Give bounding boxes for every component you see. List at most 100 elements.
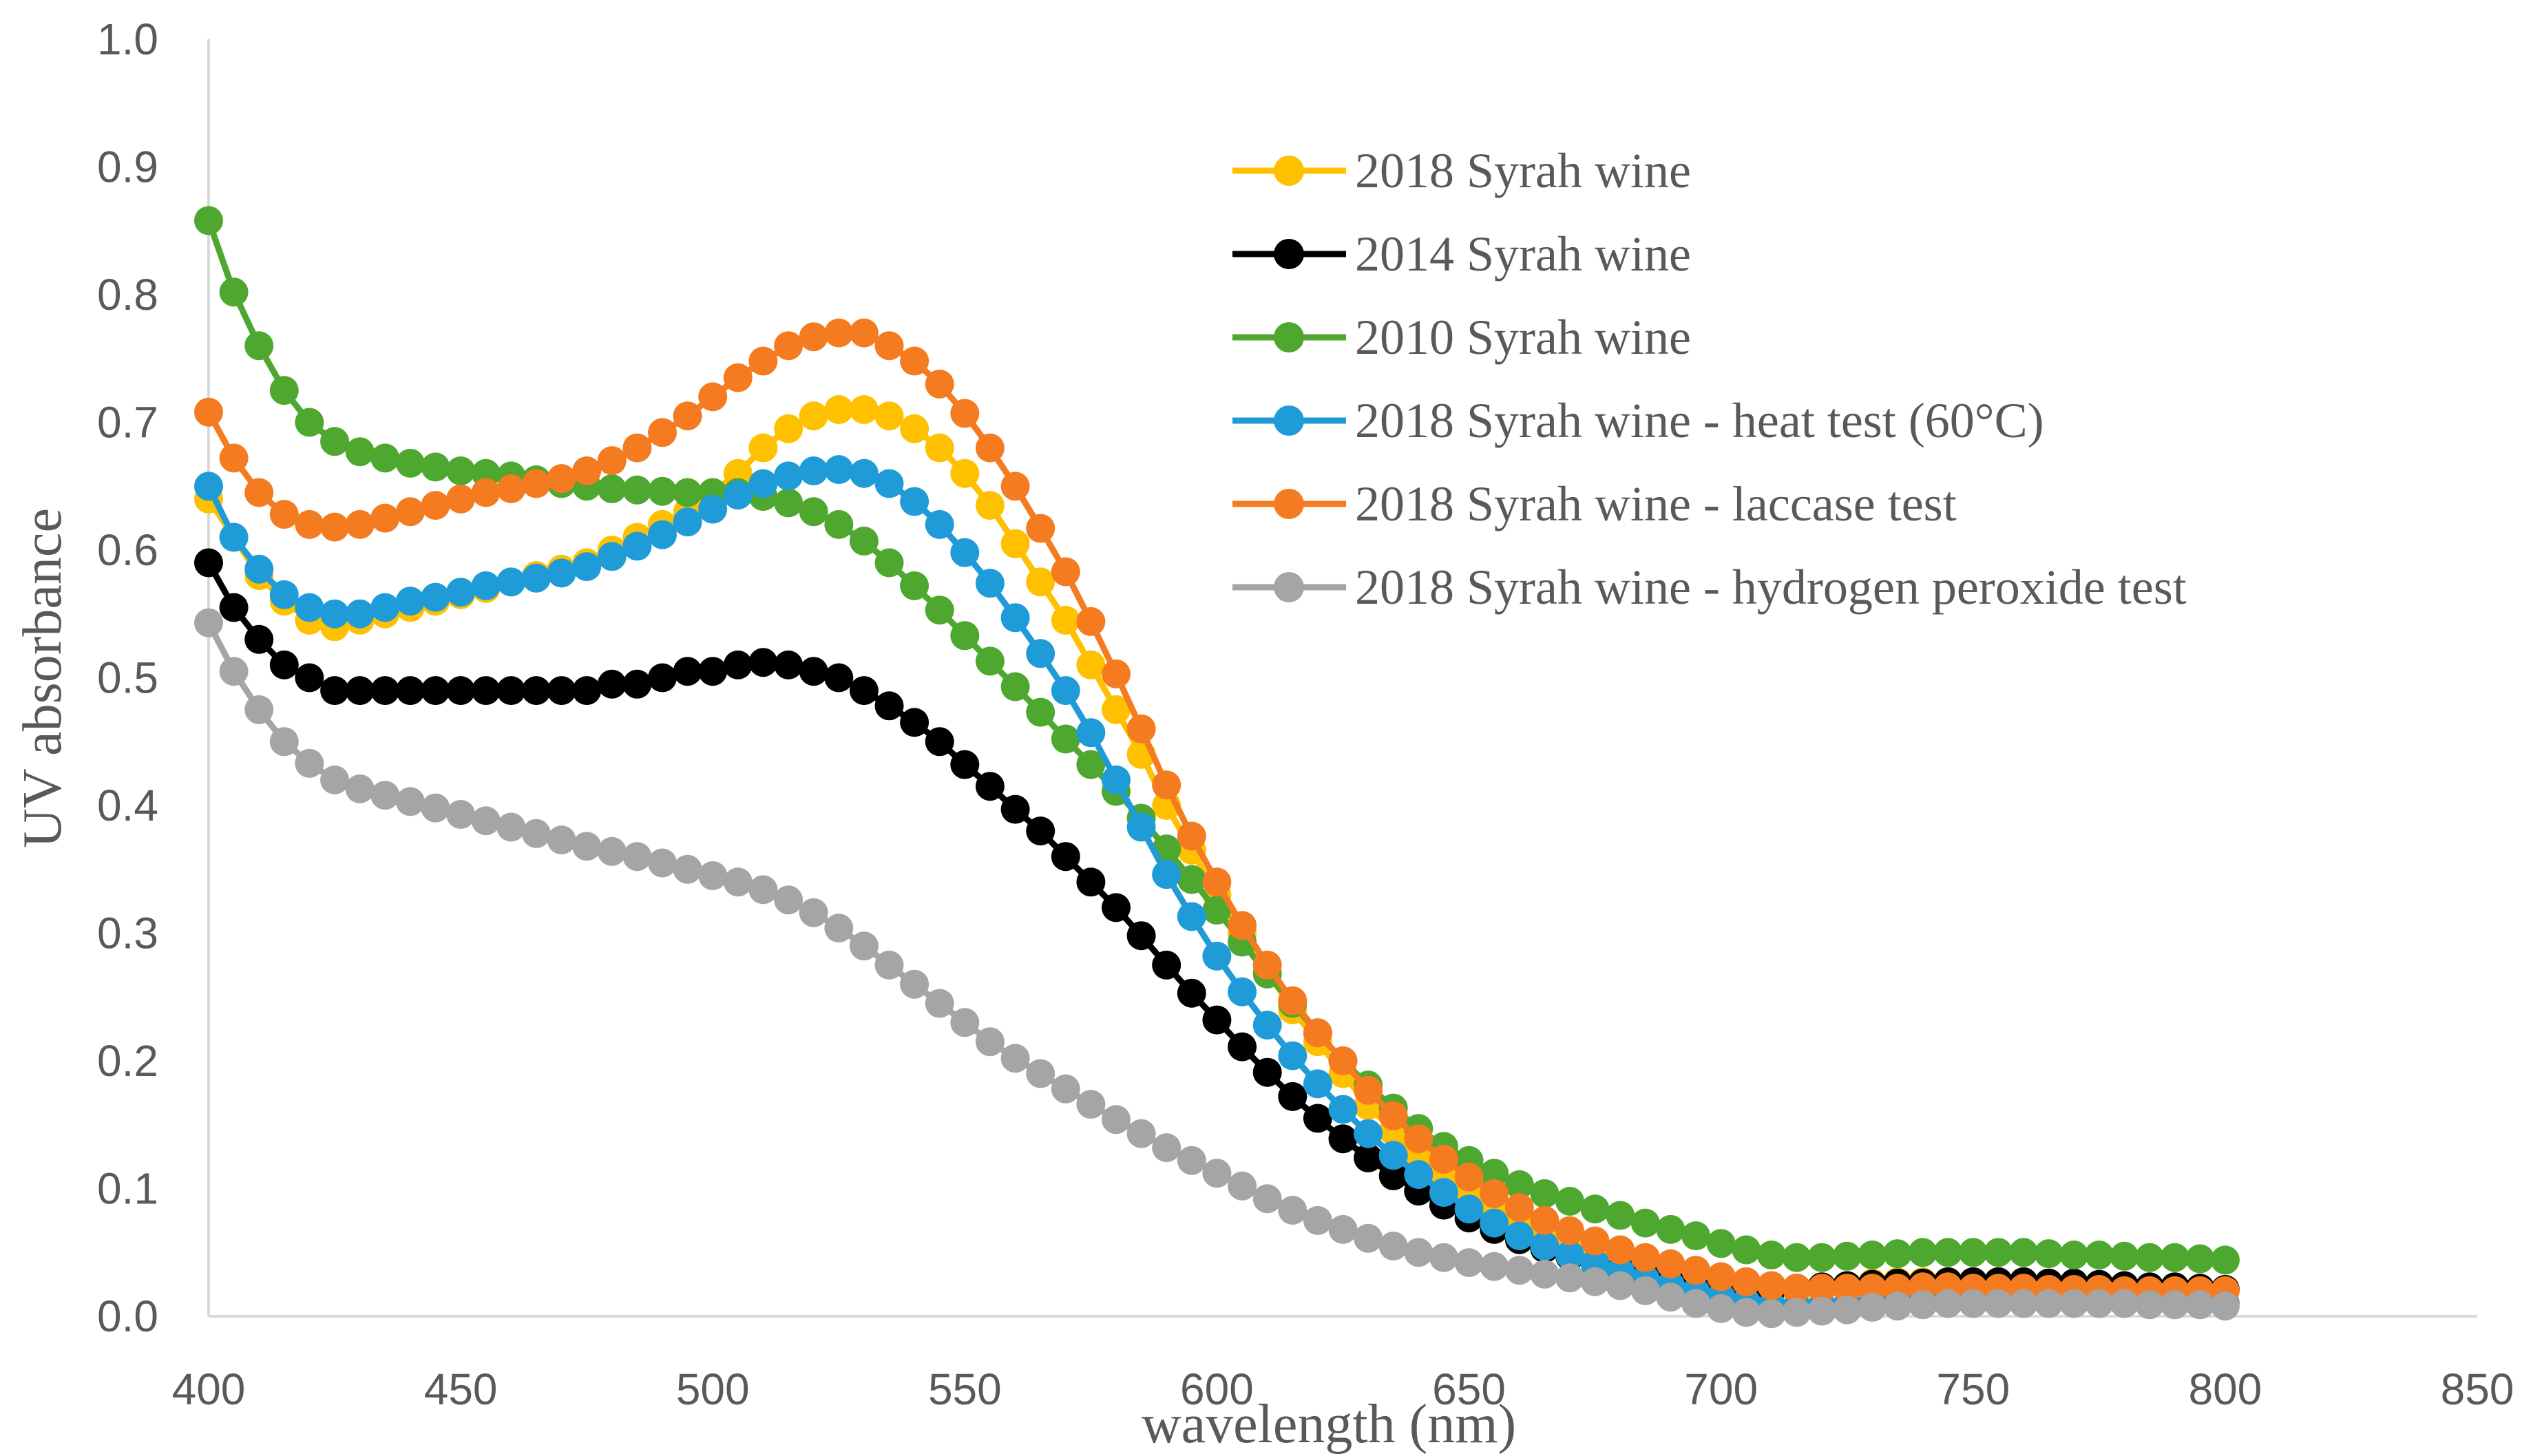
- data-point: [1354, 1143, 1383, 1172]
- data-point: [1303, 1205, 1332, 1235]
- data-point: [496, 812, 526, 842]
- data-point: [1378, 1141, 1408, 1170]
- data-point: [269, 500, 299, 529]
- data-point: [244, 478, 274, 507]
- data-point: [1000, 1044, 1030, 1073]
- data-point: [1328, 1095, 1358, 1124]
- data-point: [975, 646, 1005, 676]
- data-point: [194, 397, 223, 427]
- data-point: [1480, 1208, 1509, 1238]
- data-point: [2160, 1290, 2189, 1320]
- data-point: [1202, 867, 1232, 897]
- data-point: [1782, 1298, 1811, 1327]
- data-point: [1732, 1267, 1761, 1296]
- data-point: [370, 781, 400, 810]
- data-point: [849, 395, 879, 424]
- data-point: [320, 676, 350, 706]
- data-point: [1026, 514, 1055, 543]
- data-point: [1378, 1101, 1408, 1130]
- data-point: [572, 456, 602, 485]
- data-point: [1832, 1274, 1862, 1303]
- y-tick-label: 0.7: [97, 398, 158, 447]
- data-point: [2135, 1243, 2165, 1272]
- data-point: [521, 469, 551, 498]
- data-point: [1202, 1005, 1232, 1035]
- data-point: [2084, 1289, 2114, 1318]
- y-tick-label: 0.6: [97, 525, 158, 575]
- data-point: [269, 727, 299, 757]
- data-point: [269, 580, 299, 609]
- data-point: [950, 538, 980, 567]
- data-point: [1000, 529, 1030, 558]
- data-point: [219, 443, 249, 473]
- y-tick-label: 0.5: [97, 653, 158, 703]
- data-point: [1782, 1274, 1811, 1303]
- data-point: [295, 748, 324, 778]
- data-point: [648, 418, 677, 447]
- data-point: [1076, 867, 1106, 897]
- data-point: [1958, 1289, 1988, 1318]
- data-point: [1832, 1241, 1862, 1271]
- data-point: [1681, 1221, 1711, 1251]
- data-point: [1278, 1082, 1307, 1111]
- data-point: [2110, 1289, 2139, 1318]
- data-point: [1051, 842, 1080, 872]
- data-point: [975, 1027, 1005, 1057]
- data-point: [295, 408, 324, 437]
- data-point: [849, 318, 879, 348]
- data-point: [1303, 1104, 1332, 1133]
- data-point: [1026, 1059, 1055, 1088]
- data-point: [748, 346, 778, 376]
- data-point: [521, 563, 551, 593]
- data-point: [849, 458, 879, 488]
- data-point: [421, 491, 450, 520]
- data-point: [1606, 1271, 1635, 1300]
- data-point: [900, 708, 929, 737]
- data-point: [1933, 1238, 1963, 1267]
- data-point: [1606, 1201, 1635, 1230]
- data-point: [950, 1008, 980, 1037]
- data-point: [723, 481, 753, 510]
- data-point: [1177, 1146, 1206, 1175]
- data-point: [1026, 639, 1055, 668]
- data-point: [1252, 1011, 1282, 1040]
- data-point: [1429, 1243, 1458, 1272]
- data-point: [1504, 1256, 1534, 1285]
- data-point: [1051, 676, 1080, 706]
- data-point: [1000, 603, 1030, 633]
- data-point: [849, 931, 879, 961]
- data-point: [774, 461, 803, 491]
- data-point: [2009, 1238, 2038, 1267]
- data-point: [1984, 1289, 2013, 1318]
- data-point: [975, 491, 1005, 520]
- data-point: [2185, 1290, 2215, 1320]
- data-point: [1328, 1124, 1358, 1154]
- legend-swatch-marker: [1274, 322, 1304, 352]
- data-point: [1051, 1074, 1080, 1104]
- data-point: [219, 593, 249, 622]
- x-tick-label: 750: [1936, 1364, 2010, 1414]
- data-point: [1102, 765, 1131, 794]
- data-point: [421, 676, 450, 706]
- data-point: [1278, 1041, 1307, 1070]
- data-point: [446, 676, 476, 706]
- data-point: [1328, 1214, 1358, 1244]
- data-point: [1706, 1229, 1736, 1258]
- data-point: [799, 497, 828, 527]
- data-point: [925, 433, 954, 463]
- data-point: [597, 474, 627, 503]
- legend-label: 2018 Syrah wine - hydrogen peroxide test: [1355, 560, 2187, 615]
- data-point: [1580, 1226, 1610, 1256]
- data-point: [622, 669, 652, 699]
- data-point: [799, 657, 828, 686]
- data-point: [799, 898, 828, 927]
- data-point: [824, 395, 854, 424]
- data-point: [421, 582, 450, 612]
- data-point: [572, 676, 602, 706]
- data-point: [2034, 1239, 2063, 1269]
- data-point: [1908, 1238, 1937, 1267]
- data-point: [622, 433, 652, 463]
- data-point: [496, 474, 526, 503]
- x-tick-label: 500: [676, 1364, 750, 1414]
